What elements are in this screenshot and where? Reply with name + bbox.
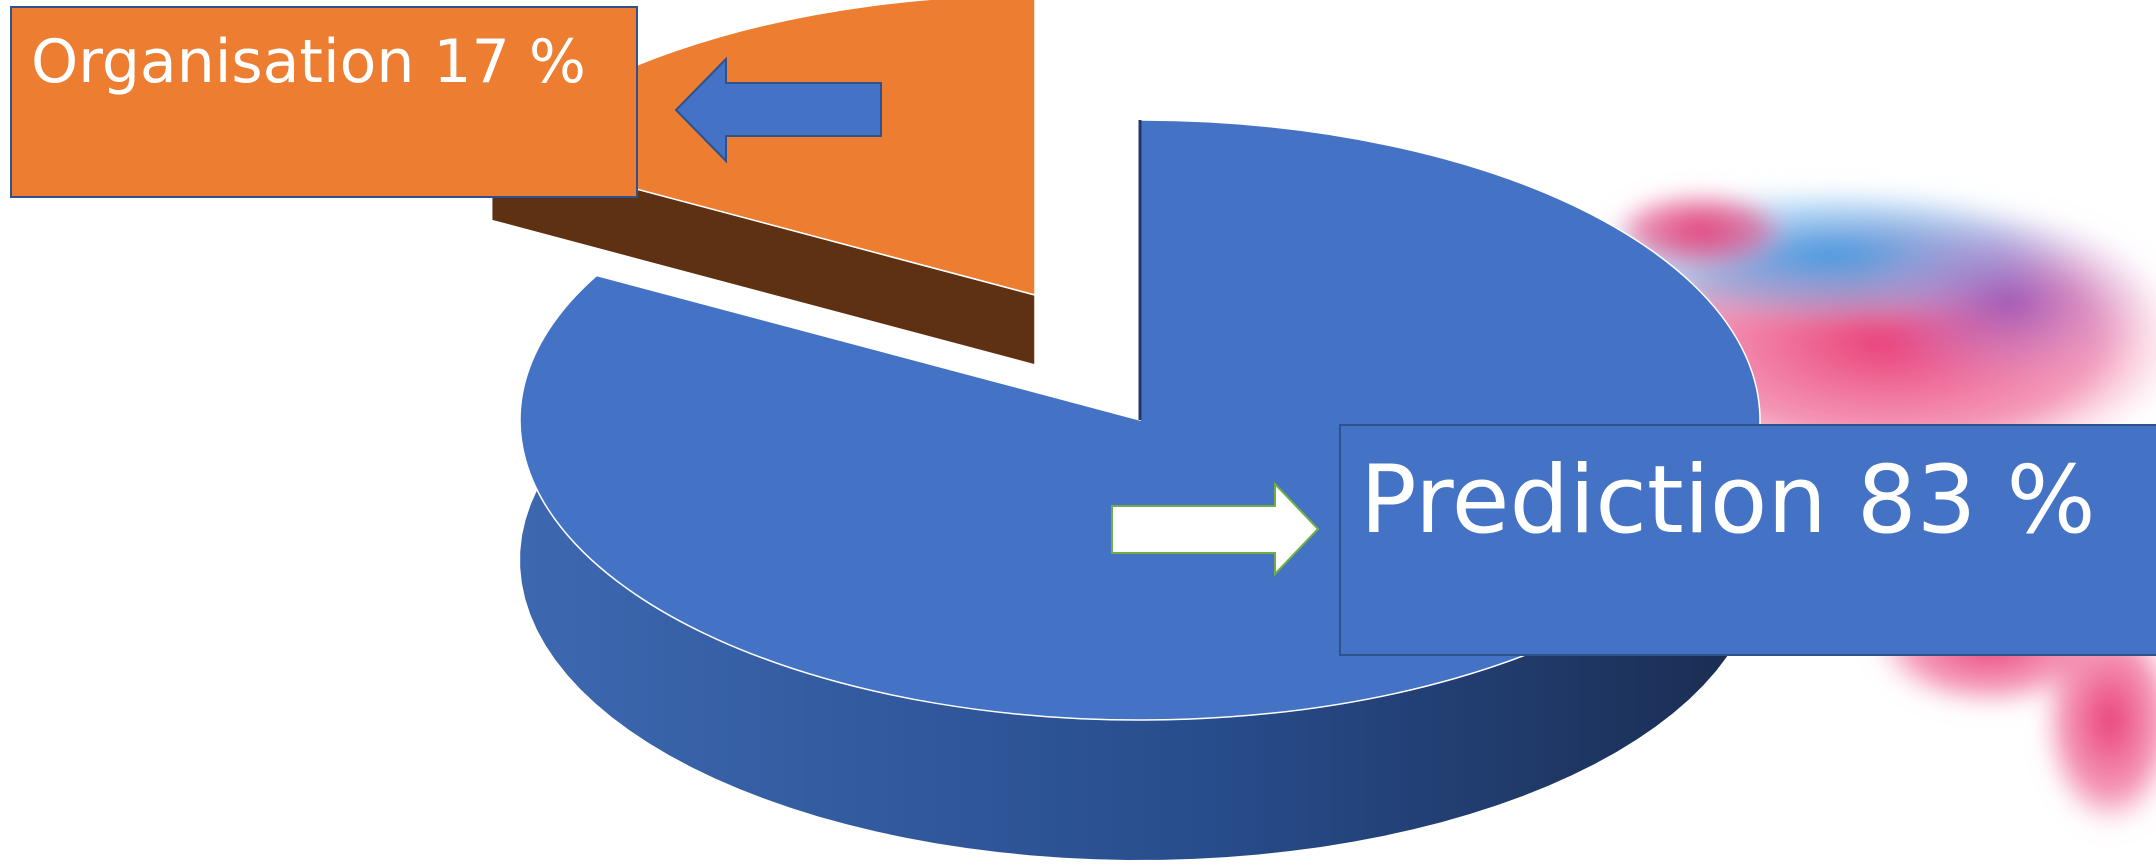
prediction-label-box (1339, 424, 2156, 656)
organisation-label: Organisation 17 % (31, 27, 586, 97)
prediction-callout: Prediction 83 % (1339, 424, 2156, 656)
slice-prediction-side (520, 257, 1760, 860)
organisation-label-box (10, 6, 638, 198)
left-arrow-icon (674, 56, 882, 164)
prediction-label: Prediction 83 % (1360, 446, 2096, 555)
organisation-callout: Organisation 17 % (10, 6, 638, 198)
right-arrow-icon (1111, 481, 1320, 577)
